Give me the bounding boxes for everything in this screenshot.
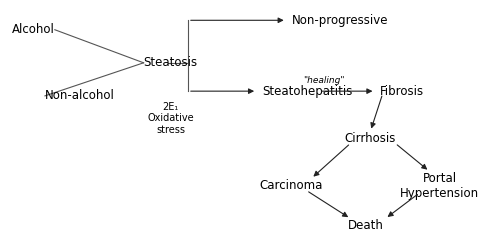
Text: "healing": "healing" [303, 76, 344, 85]
Text: Alcohol: Alcohol [12, 23, 55, 36]
Text: Fibrosis: Fibrosis [380, 85, 424, 98]
Text: Death: Death [348, 219, 384, 232]
Text: Non-progressive: Non-progressive [292, 14, 388, 27]
Text: Steatohepatitis: Steatohepatitis [262, 85, 352, 98]
Text: Carcinoma: Carcinoma [260, 179, 323, 192]
Text: Portal
Hypertension: Portal Hypertension [400, 172, 479, 200]
Text: Steatosis: Steatosis [144, 56, 198, 69]
Text: Cirrhosis: Cirrhosis [344, 132, 396, 145]
Text: Non-alcohol: Non-alcohol [45, 89, 115, 102]
Text: 2E₁
Oxidative
stress: 2E₁ Oxidative stress [148, 102, 194, 135]
